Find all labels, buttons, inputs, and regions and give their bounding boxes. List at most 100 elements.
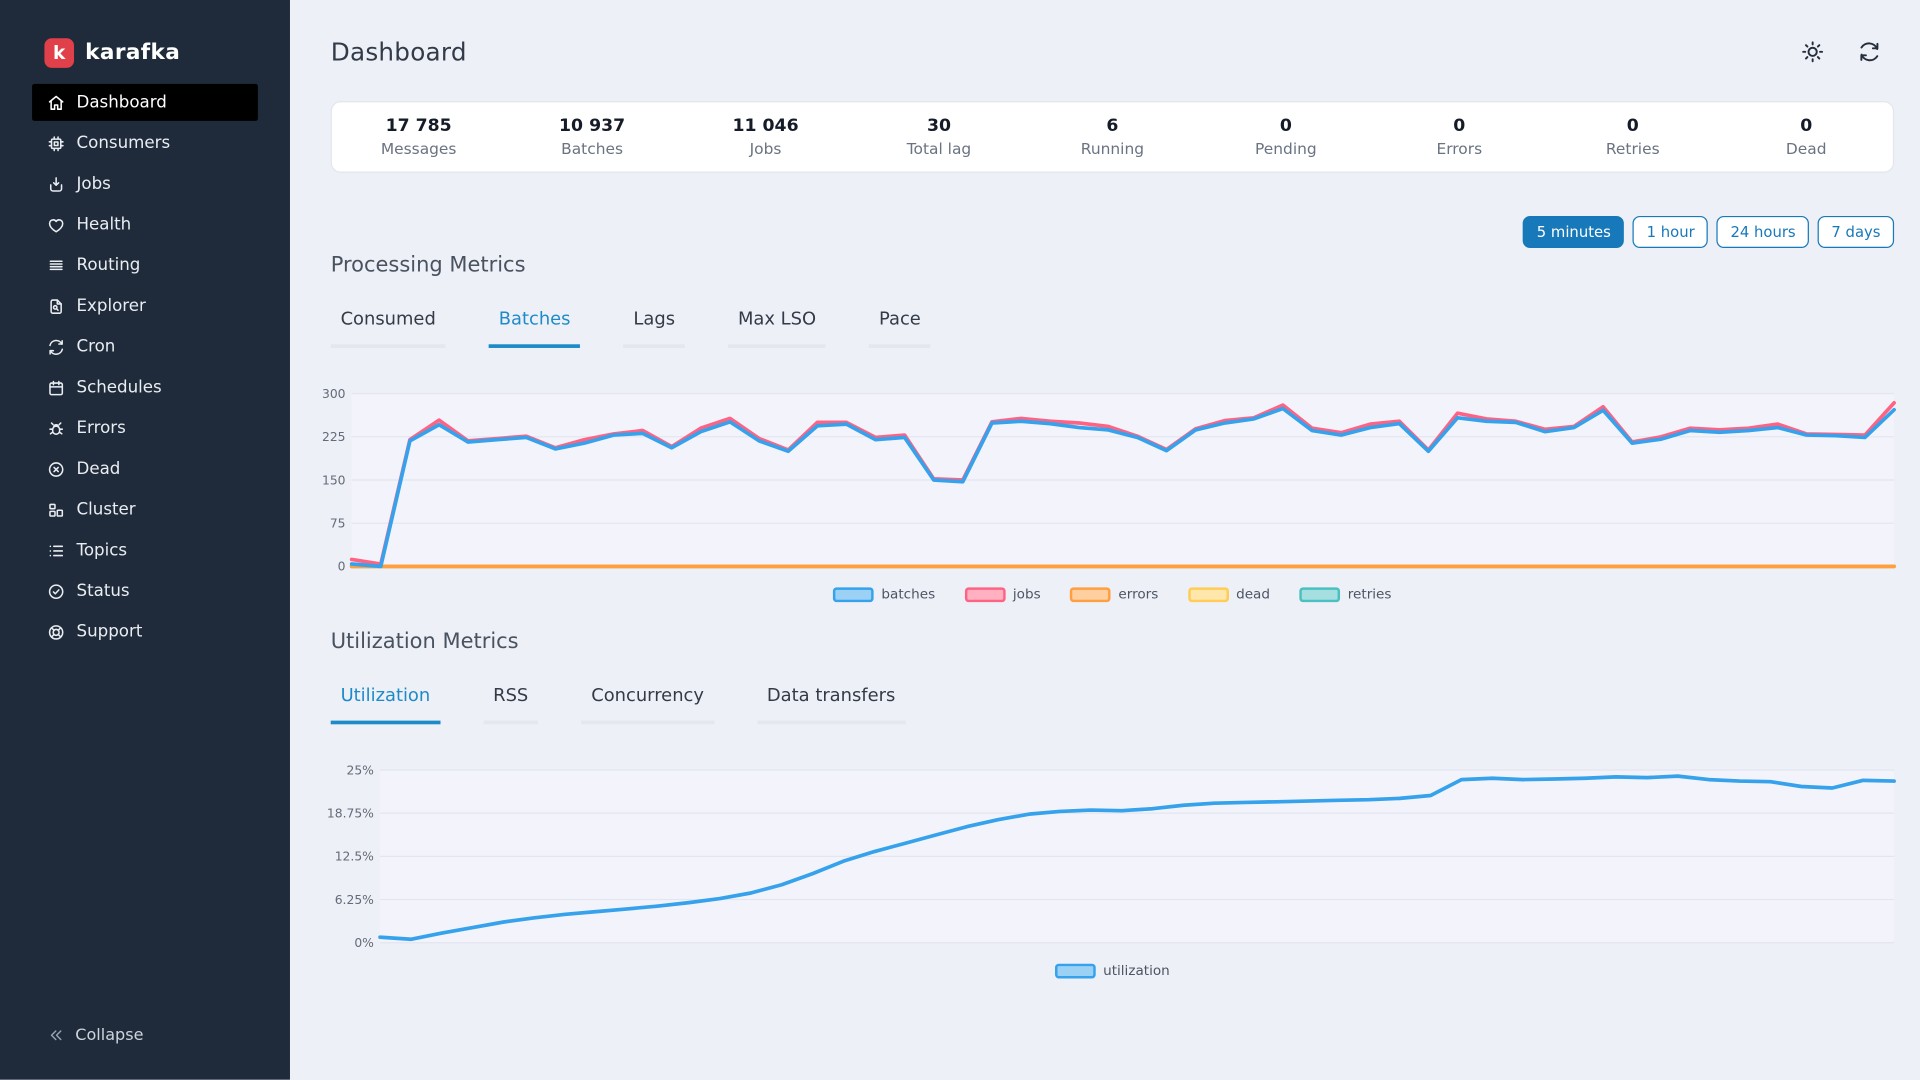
jobs-icon: [47, 175, 66, 194]
stat-jobs: 11 046 Jobs: [679, 116, 852, 158]
sidebar-collapse-button[interactable]: Collapse: [32, 1025, 258, 1045]
stat-value: 0: [1626, 115, 1639, 136]
refresh-icon: [1857, 39, 1882, 64]
stat-value: 11 046: [732, 115, 799, 136]
calendar-icon: [47, 378, 66, 397]
stat-value: 0: [1453, 115, 1466, 136]
processing-chart: 300 225 150 75 0: [322, 384, 1896, 576]
app-name: karafka: [85, 40, 181, 66]
sidebar-item-schedules[interactable]: Schedules: [32, 369, 258, 406]
legend-swatch: [1187, 586, 1229, 602]
cpu-icon: [47, 134, 66, 153]
sidebar-item-health[interactable]: Health: [32, 206, 258, 243]
chevrons-left-icon: [47, 1025, 66, 1045]
tab-pace[interactable]: Pace: [869, 310, 931, 348]
svg-text:150: 150: [322, 473, 346, 487]
page-title: Dashboard: [330, 37, 467, 67]
sidebar-nav: Dashboard Consumers Jobs Health Routing Explo…: [0, 83, 290, 1025]
range-button-5-minutes[interactable]: 5 minutes: [1523, 215, 1625, 249]
svg-text:225: 225: [322, 430, 346, 444]
x-circle-icon: [47, 460, 66, 479]
sidebar-item-dead[interactable]: Dead: [32, 450, 258, 487]
stat-pending: 0 Pending: [1199, 116, 1372, 158]
heart-icon: [47, 215, 66, 234]
section-title-utilization: Utilization Metrics: [330, 629, 519, 654]
life-buoy-icon: [47, 623, 66, 642]
sidebar-item-label: Dead: [76, 459, 121, 479]
stat-label: Running: [1080, 139, 1145, 158]
sidebar-item-label: Errors: [76, 418, 126, 439]
sidebar-item-dashboard[interactable]: Dashboard: [32, 83, 258, 121]
tab-lags[interactable]: Lags: [623, 310, 685, 348]
stat-value: 10 937: [559, 115, 626, 136]
legend-item-jobs[interactable]: jobs: [964, 586, 1041, 602]
stat-label: Dead: [1785, 139, 1827, 158]
utilization-chart: 25% 18.75% 12.5% 6.25% 0%: [327, 760, 1896, 952]
svg-text:12.5%: 12.5%: [335, 850, 374, 864]
stat-batches: 10 937 Batches: [505, 116, 678, 158]
stat-label: Pending: [1255, 139, 1317, 158]
sidebar-item-routing[interactable]: Routing: [32, 247, 258, 284]
sidebar-item-label: Schedules: [76, 377, 162, 398]
sidebar-item-label: Explorer: [76, 296, 146, 316]
utilization-chart-legend: utilization: [331, 962, 1894, 979]
sidebar-item-consumers[interactable]: Consumers: [32, 125, 258, 162]
sidebar-item-label: Jobs: [76, 173, 111, 194]
legend-item-utilization[interactable]: utilization: [1054, 962, 1170, 979]
legend-item-errors[interactable]: errors: [1070, 586, 1158, 602]
file-search-icon: [47, 297, 66, 316]
app-logo[interactable]: k karafka: [0, 0, 290, 84]
theme-toggle-button[interactable]: [1800, 39, 1825, 64]
stat-dead: 0 Dead: [1719, 116, 1892, 158]
tab-utilization[interactable]: Utilization: [330, 686, 441, 725]
collapse-label: Collapse: [75, 1026, 144, 1045]
stat-total-lag: 30 Total lag: [852, 116, 1025, 158]
sidebar-item-jobs[interactable]: Jobs: [32, 165, 258, 202]
svg-text:25%: 25%: [346, 763, 374, 777]
svg-text:6.25%: 6.25%: [335, 893, 374, 907]
sidebar-item-cron[interactable]: Cron: [32, 328, 258, 365]
legend-item-dead[interactable]: dead: [1187, 586, 1270, 602]
legend-item-batches[interactable]: batches: [833, 586, 935, 602]
time-range-selector: 5 minutes 1 hour 24 hours 7 days: [331, 215, 1895, 249]
circle-check-icon: [47, 582, 66, 601]
sidebar-item-label: Consumers: [76, 133, 171, 154]
tab-rss[interactable]: RSS: [483, 686, 539, 725]
range-button-24-hours[interactable]: 24 hours: [1716, 215, 1810, 249]
refresh-button[interactable]: [1857, 39, 1882, 64]
range-button-1-hour[interactable]: 1 hour: [1633, 215, 1709, 249]
sidebar-item-cluster[interactable]: Cluster: [32, 491, 258, 528]
tab-max-lso[interactable]: Max LSO: [728, 310, 826, 348]
svg-text:0: 0: [338, 560, 346, 574]
sidebar-item-label: Dashboard: [76, 92, 167, 113]
sidebar-item-explorer[interactable]: Explorer: [32, 288, 258, 325]
legend-item-retries[interactable]: retries: [1299, 586, 1392, 603]
range-button-7-days[interactable]: 7 days: [1817, 215, 1895, 249]
stat-value: 6: [1106, 115, 1119, 136]
sidebar: k karafka Dashboard Consumers Jobs Health Ro…: [0, 0, 290, 1080]
sidebar-item-support[interactable]: Support: [32, 613, 258, 650]
header-actions: [1800, 39, 1881, 64]
tab-consumed[interactable]: Consumed: [330, 310, 446, 348]
stat-running: 6 Running: [1026, 116, 1199, 158]
tab-concurrency[interactable]: Concurrency: [581, 686, 714, 725]
svg-text:0%: 0%: [354, 936, 374, 950]
stat-messages: 17 785 Messages: [332, 116, 505, 158]
stat-label: Retries: [1605, 139, 1660, 158]
stat-label: Errors: [1436, 139, 1483, 158]
tab-data-transfers[interactable]: Data transfers: [757, 686, 906, 725]
stat-value: 30: [926, 115, 951, 136]
stat-label: Total lag: [906, 139, 972, 158]
sidebar-item-status[interactable]: Status: [32, 573, 258, 610]
utilization-tabs: Utilization RSS Concurrency Data transfers: [330, 686, 1894, 725]
stat-errors: 0 Errors: [1373, 116, 1546, 158]
sun-icon: [1800, 39, 1825, 64]
bug-icon: [47, 419, 66, 438]
cycle-icon: [47, 337, 66, 356]
stat-label: Messages: [380, 139, 457, 158]
tab-batches[interactable]: Batches: [488, 310, 581, 348]
legend-label: retries: [1347, 586, 1392, 603]
sidebar-item-errors[interactable]: Errors: [32, 410, 258, 447]
sidebar-item-topics[interactable]: Topics: [32, 532, 258, 569]
